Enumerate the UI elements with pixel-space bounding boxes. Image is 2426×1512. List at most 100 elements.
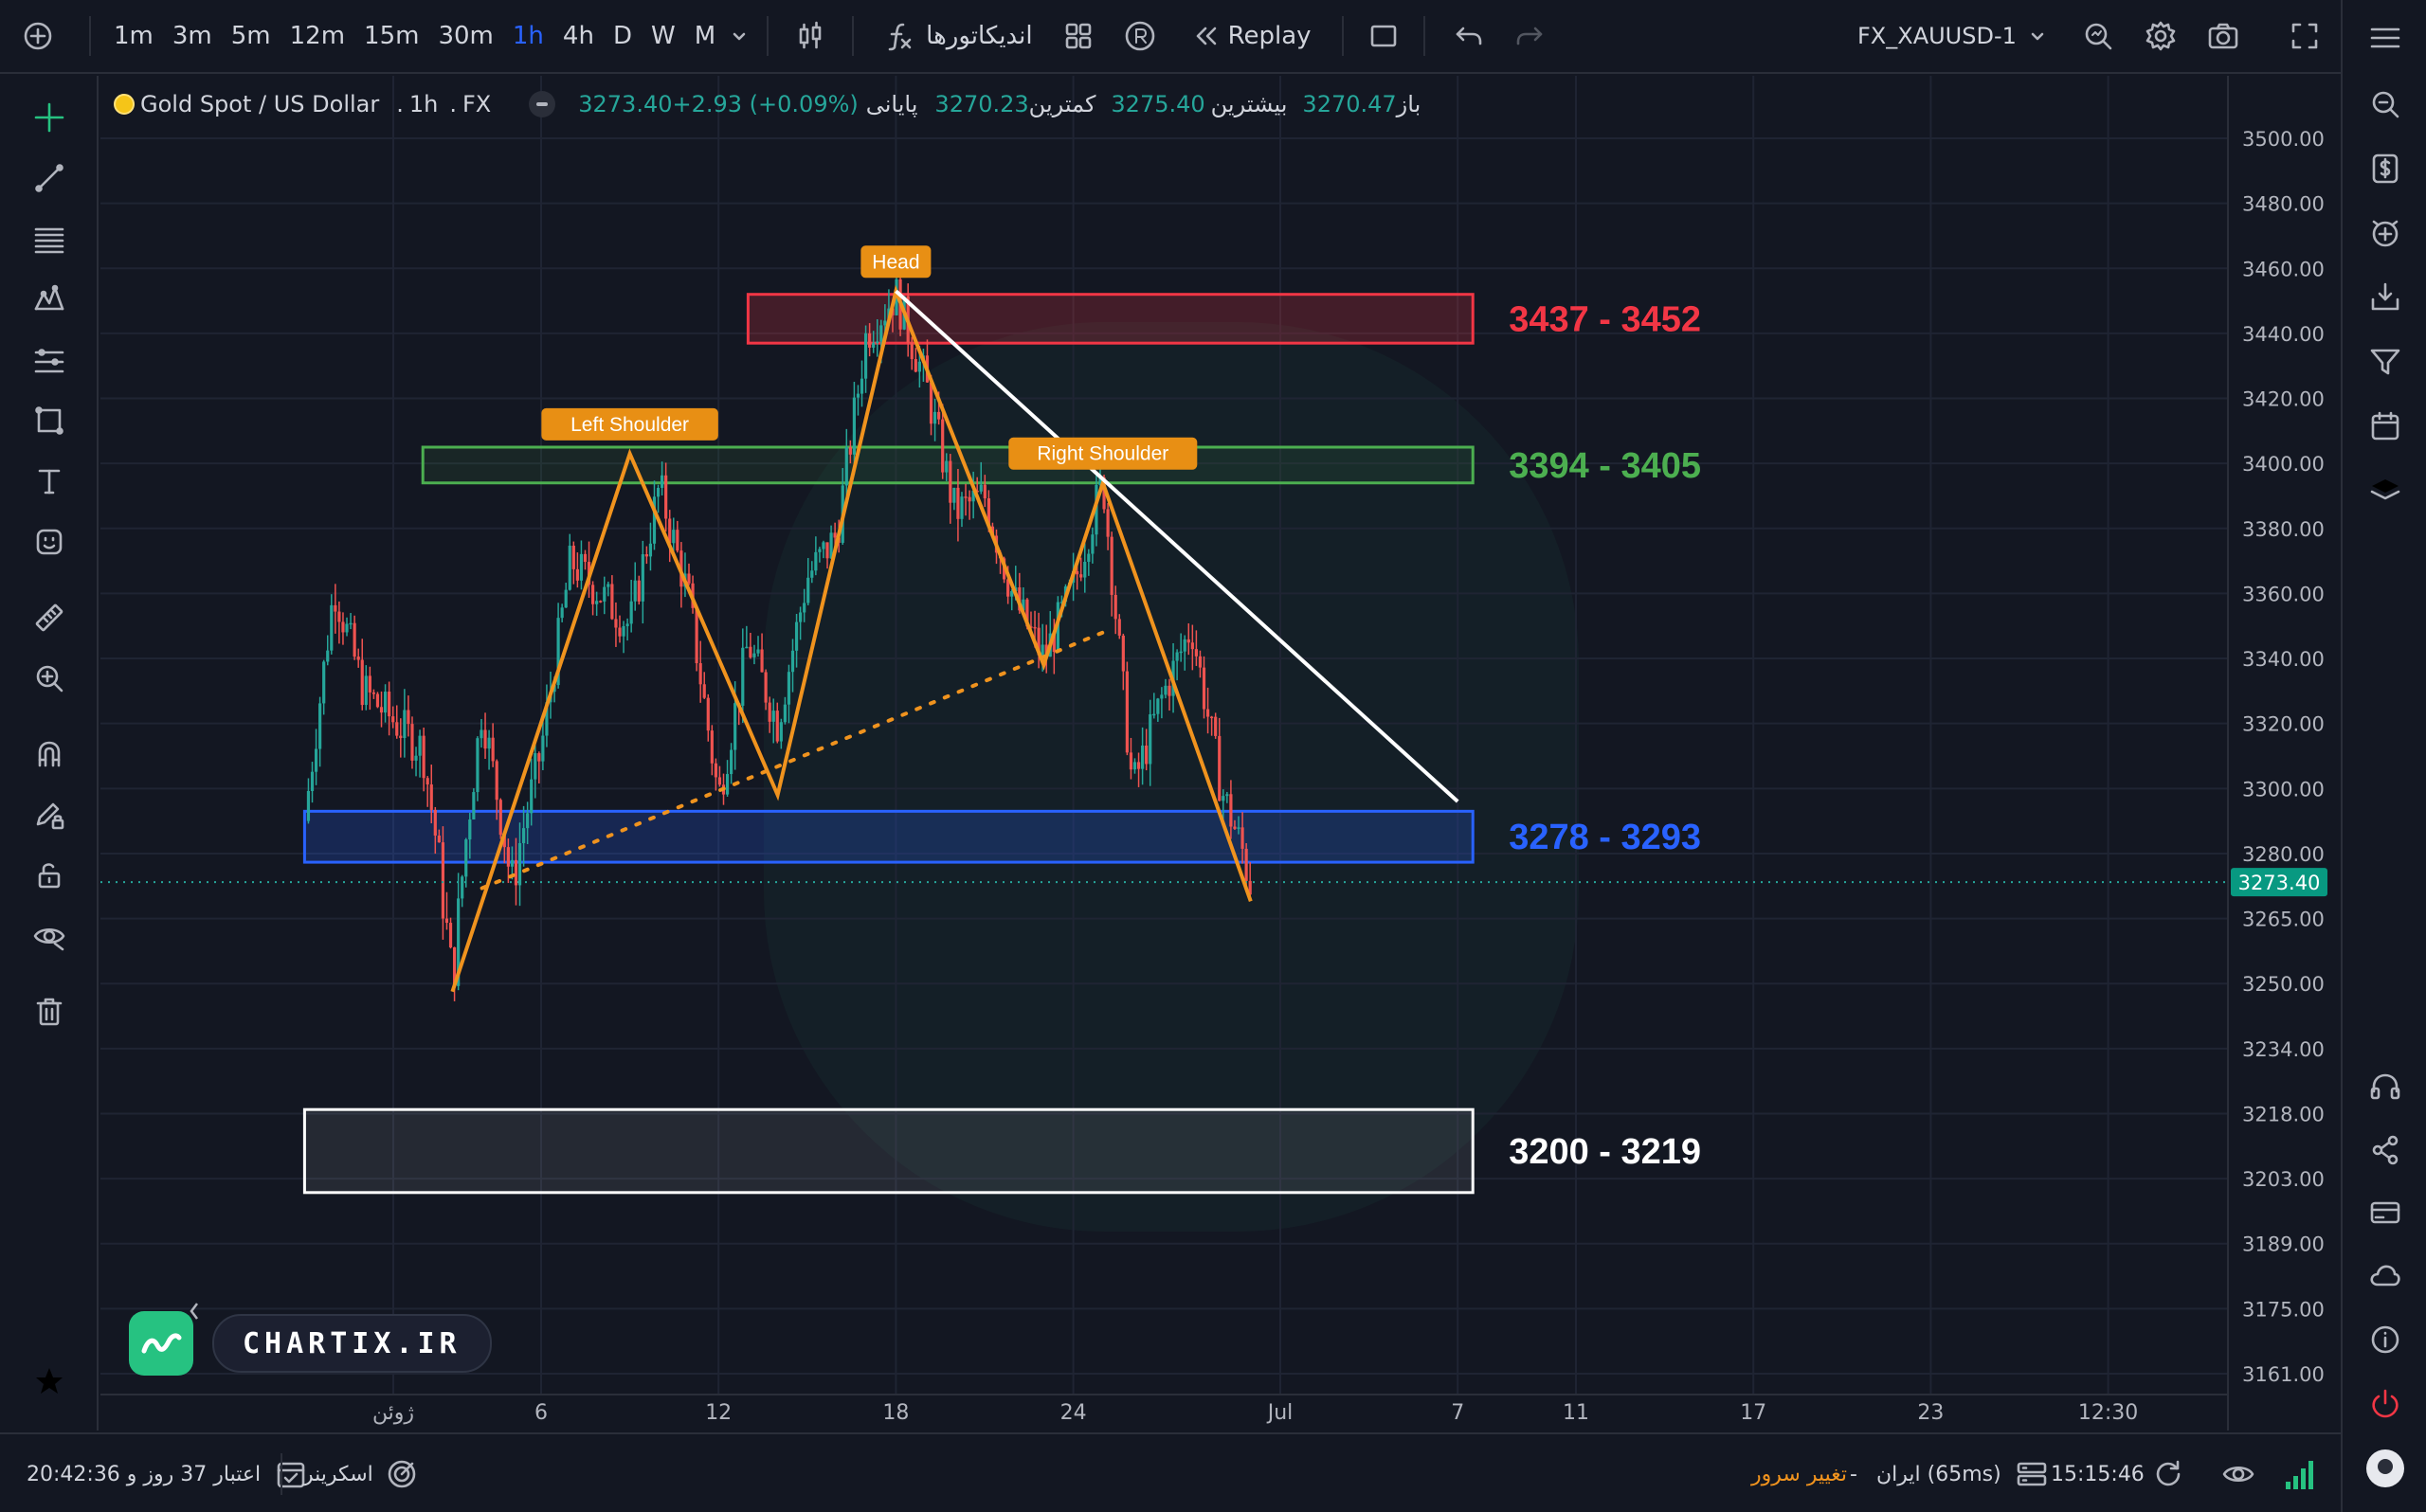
timeframe-12m[interactable]: 12m	[289, 22, 346, 50]
support-button[interactable]	[2343, 1059, 2426, 1116]
alert-button[interactable]	[1109, 0, 1171, 73]
text-tool[interactable]	[21, 455, 78, 508]
candle-body	[1210, 716, 1214, 719]
power-button[interactable]	[2343, 1376, 2426, 1432]
timeframe-W[interactable]: W	[650, 22, 676, 50]
connection-status[interactable]	[2282, 1434, 2320, 1512]
trendline-tool[interactable]	[21, 152, 78, 205]
server-status[interactable]: ایران (65ms)	[1876, 1434, 2049, 1512]
redo-button[interactable]	[1499, 0, 1560, 73]
refresh-button[interactable]	[2151, 1434, 2185, 1512]
legend-symbol[interactable]: Gold Spot / US Dollar	[140, 91, 380, 117]
price-axis[interactable]: 3500.00 3480.00 3460.00 3440.00 3420.00 3400.…	[2227, 76, 2339, 1431]
dollar-button[interactable]	[2343, 140, 2426, 197]
indicators-button[interactable]: اندیکاتورها	[867, 0, 1047, 73]
price-tick-label: 3161.00	[2242, 1363, 2325, 1386]
delete-tool[interactable]	[21, 985, 78, 1038]
ruler-icon	[35, 603, 63, 632]
candle-body	[852, 397, 857, 455]
fullscreen-button[interactable]	[2278, 0, 2331, 73]
screenshot-button[interactable]	[2197, 0, 2250, 73]
annotation-label: Left Shoulder	[570, 414, 689, 436]
timeframe-30m[interactable]: 30m	[438, 22, 494, 50]
emoji-tool[interactable]	[21, 515, 78, 568]
candle-body	[429, 784, 433, 810]
favorites-tool[interactable]	[21, 1355, 78, 1408]
forecast-tool[interactable]	[21, 333, 78, 387]
price-axis-canvas[interactable]: 3500.00 3480.00 3460.00 3440.00 3420.00 3400.…	[2229, 76, 2341, 1431]
candle-body	[1145, 745, 1149, 765]
legend-collapse-button[interactable]	[529, 91, 556, 117]
timeframe-3m[interactable]: 3m	[172, 22, 212, 50]
chart-pane[interactable]: 3437 - 3452 3394 - 3405 3278 - 3293 3200 - …	[100, 76, 2339, 1431]
main-menu-button[interactable]	[2343, 9, 2426, 66]
profile-button[interactable]	[2343, 1440, 2426, 1497]
camera-icon	[2208, 23, 2238, 49]
candle-body	[710, 730, 714, 764]
timeframe-M[interactable]: M	[694, 22, 716, 50]
server-region: ایران (65ms)	[1876, 1462, 2001, 1486]
clock[interactable]: 15:15:46	[2051, 1434, 2145, 1512]
chart-type-button[interactable]	[782, 0, 839, 73]
crosshair-tool[interactable]	[21, 91, 78, 144]
timeframe-1h[interactable]: 1h	[512, 22, 544, 50]
timeframe-dropdown[interactable]	[725, 0, 753, 73]
screener-filter-button[interactable]	[2343, 333, 2426, 390]
candle-body	[1132, 762, 1137, 770]
candle-body	[806, 577, 810, 603]
indicators-label: اندیکاتورها	[926, 22, 1033, 50]
candle-body	[472, 792, 476, 820]
candle-body	[464, 839, 468, 877]
billing-button[interactable]	[2343, 1184, 2426, 1241]
share-button[interactable]	[2343, 1122, 2426, 1179]
fib-tool[interactable]	[21, 212, 78, 265]
change-server-link[interactable]: تغییر سرور	[1751, 1434, 1847, 1512]
zoom-tool[interactable]	[21, 652, 78, 705]
candle-body	[552, 685, 556, 693]
subscription-credit[interactable]: اعتبار 37 روز و 20:42:36	[27, 1434, 308, 1512]
gear-icon	[2145, 21, 2176, 51]
candle-body	[848, 447, 852, 455]
lock-tool[interactable]	[21, 849, 78, 902]
draw-mode-tool[interactable]	[21, 788, 78, 841]
candle-body	[399, 735, 403, 739]
timeframe-1m[interactable]: 1m	[114, 22, 154, 50]
alerts-button[interactable]	[2343, 205, 2426, 261]
rectangle-tool-button[interactable]	[1357, 0, 1410, 73]
price-tick-label: 3340.00	[2242, 648, 2325, 671]
symbol-selector[interactable]: FX_XAUUSD-1	[1848, 0, 2056, 73]
timeframe-D[interactable]: D	[612, 22, 632, 50]
magnet-tool[interactable]	[21, 728, 78, 781]
dollar-icon	[2372, 153, 2399, 184]
timeframe-15m[interactable]: 15m	[364, 22, 420, 50]
timeframe-5m[interactable]: 5m	[230, 22, 271, 50]
undo-button[interactable]	[1439, 0, 1499, 73]
ruler-tool[interactable]	[21, 591, 78, 644]
candle-body	[941, 419, 945, 473]
chart-canvas[interactable]: 3437 - 3452 3394 - 3405 3278 - 3293 3200 - …	[100, 76, 2339, 1431]
candle-body	[571, 546, 575, 569]
visibility-tool[interactable]	[21, 909, 78, 963]
pattern-tool[interactable]	[21, 273, 78, 326]
quick-search-button[interactable]	[2072, 0, 2125, 73]
candle-body	[914, 359, 917, 372]
layout-button[interactable]	[1048, 0, 1109, 73]
watch-button[interactable]	[2221, 1434, 2255, 1512]
plus-circle-icon	[24, 22, 52, 50]
screener-button[interactable]: اسکرینر	[303, 1434, 419, 1512]
add-symbol-button[interactable]	[0, 0, 76, 73]
replay-button[interactable]: Replay	[1171, 0, 1329, 73]
info-button[interactable]	[2343, 1311, 2426, 1368]
shapes-tool[interactable]	[21, 394, 78, 447]
cloud-button[interactable]	[2343, 1247, 2426, 1304]
layers-button[interactable]	[2343, 462, 2426, 519]
timeframe-4h[interactable]: 4h	[562, 22, 594, 50]
candle-body	[756, 649, 760, 654]
settings-button[interactable]	[2134, 0, 2187, 73]
candle-body	[1052, 633, 1056, 653]
download-button[interactable]	[2343, 269, 2426, 326]
candle-body	[695, 607, 698, 664]
calendar-button[interactable]	[2343, 398, 2426, 455]
watchlist-search-button[interactable]	[2343, 76, 2426, 133]
candle-body	[383, 692, 388, 713]
